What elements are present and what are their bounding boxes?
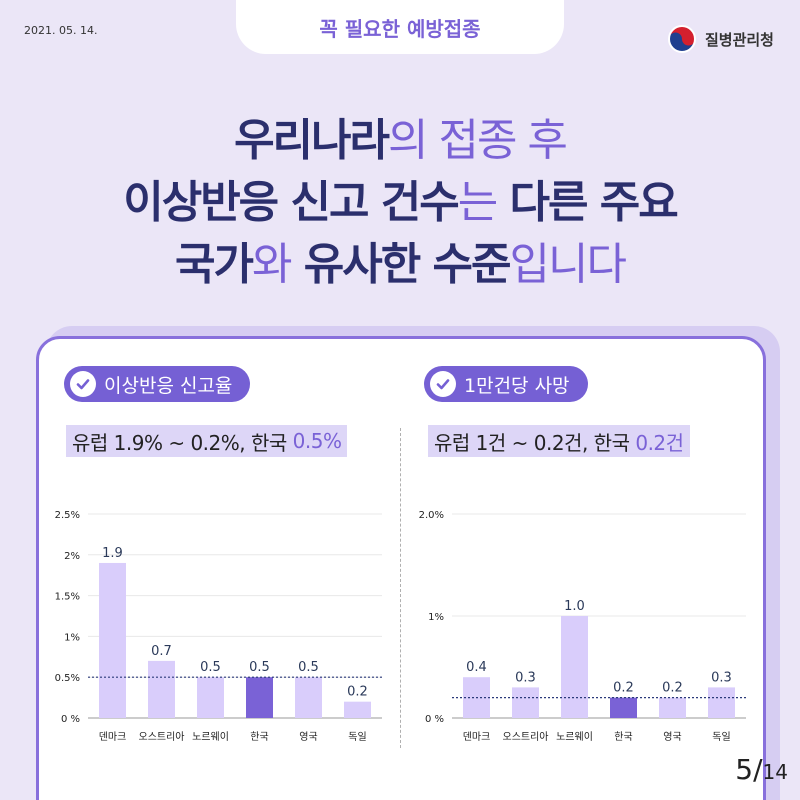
x-tick-label: 한국 [614,731,632,743]
y-tick-label: 0.5% [55,673,80,684]
x-tick-label: 덴마크 [463,731,491,743]
chart-card [36,336,766,800]
data-label: 1.0 [564,599,585,614]
page-indicator: 5/14 [735,753,788,786]
series-title: 꼭 필요한 예방접종 [319,16,481,41]
x-tick-label: 독일 [348,731,366,743]
summary-text: 유럽 1건 ~ 0.2건, 한국 [434,430,630,455]
headline-text: 다른 주요 [496,177,679,228]
check-circle-icon [430,371,456,397]
y-tick-label: 0 % [61,714,80,725]
bar [99,562,126,718]
org-name: 질병관리청 [704,30,774,49]
data-label: 0.4 [466,660,487,675]
headline-text: 입니다 [509,239,627,290]
x-tick-label: 영국 [663,731,681,743]
data-label: 0.7 [151,644,172,659]
x-tick-label: 영국 [299,731,317,743]
headline-text: 유사한 수준 [290,239,512,290]
bar [610,697,637,718]
x-tick-label: 오스트리아 [503,731,549,743]
data-label: 0.2 [613,681,634,696]
x-tick-label: 덴마크 [99,731,127,743]
data-label: 0.5 [298,660,319,675]
headline: 우리나라의 접종 후 이상반응 신고 건수는 다른 주요 국가와 유사한 수준입… [0,110,800,296]
reaction-rate-chart: 0 % 0.5% 1% 1.5% 2% 2.5% 1.9 덴마크 0.7 오스트리아 0.5 노르웨이… [55,510,382,743]
x-tick-label: 한국 [250,731,268,743]
panel-divider [400,428,401,748]
data-label: 0.2 [347,685,368,700]
reaction-rate-badge: 이상반응 신고율 [64,366,251,402]
death-rate-chart: 0 % 1% 2.0% 0.4 덴마크 0.3 오스트리아 1.0 노르웨이 0.2 한국 0.2 영국… [419,510,746,743]
y-tick-label: 0 % [425,714,444,725]
taegeuk-logo-icon [667,25,696,53]
headline-text: 이상반응 신고 건수 [123,177,459,228]
y-tick-label: 2% [64,551,80,562]
bar [512,687,539,718]
headline-text: 국가 [175,239,254,290]
data-label: 0.5 [249,660,270,675]
check-circle-icon [70,371,96,397]
x-tick-label: 노르웨이 [192,731,229,743]
org-logo: 질병관리청 [667,24,774,54]
data-label: 0.5 [200,660,221,675]
headline-text: 와 [251,239,293,290]
death-rate-summary: 유럽 1건 ~ 0.2건, 한국 0.2건 [428,425,690,457]
summary-highlight: 0.2건 [635,430,684,455]
x-tick-label: 독일 [712,731,730,743]
page-total: 14 [762,760,788,784]
data-label: 0.2 [662,681,683,696]
x-tick-label: 노르웨이 [556,731,593,743]
data-label: 1.9 [102,546,123,561]
date-label: 2021. 05. 14. [24,24,98,37]
y-tick-label: 1.5% [55,592,80,603]
reaction-rate-summary: 유럽 1.9% ~ 0.2%, 한국 0.5% [66,425,348,457]
y-tick-label: 2.5% [55,510,80,521]
series-title-pill: 꼭 필요한 예방접종 [236,0,564,54]
badge-label: 이상반응 신고율 [104,374,233,397]
headline-text: 우리나라 [234,115,390,166]
page-current: 5 [735,753,754,786]
bar [148,660,175,718]
summary-text: 유럽 1.9% ~ 0.2%, 한국 [72,430,287,455]
bar [708,687,735,718]
badge-label: 1만건당 사망 [464,374,570,397]
summary-highlight: 0.5% [292,429,342,453]
bar [197,677,224,718]
bar [246,677,273,718]
y-tick-label: 1% [428,612,444,623]
bar [344,701,371,718]
data-label: 0.3 [515,670,536,685]
headline-text: 는 [457,177,499,228]
data-label: 0.3 [711,670,732,685]
bar [295,677,322,718]
y-tick-label: 1% [64,632,80,643]
bar [659,697,686,718]
bar [561,616,588,718]
y-tick-label: 2.0% [419,510,444,521]
headline-text: 의 접종 후 [388,115,568,166]
x-tick-label: 오스트리아 [139,731,185,743]
death-rate-badge: 1만건당 사망 [424,366,588,402]
